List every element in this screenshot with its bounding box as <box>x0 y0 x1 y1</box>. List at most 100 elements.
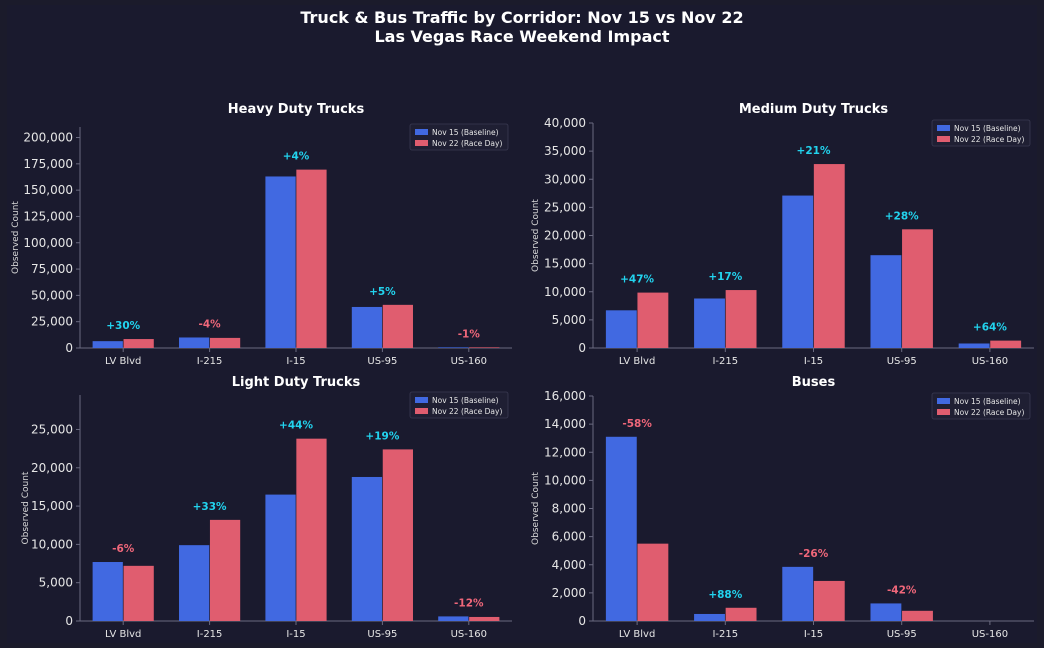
bar-race-day-i-15 <box>813 580 845 621</box>
y-tick-label: 100,000 <box>23 236 73 250</box>
bar-race-day-i-15 <box>296 169 327 348</box>
x-tick-label-us-160: US-160 <box>451 629 487 640</box>
y-tick-label: 5,000 <box>39 576 73 590</box>
figure-title-line-2: Las Vegas Race Weekend Impact <box>374 27 670 46</box>
bar-baseline-us-95 <box>870 255 902 348</box>
x-tick-label-lv-blvd: LV Blvd <box>619 629 655 640</box>
x-tick-label-us-95: US-95 <box>367 629 397 640</box>
x-tick-label-us-95: US-95 <box>887 629 917 640</box>
bar-race-day-lv-blvd <box>637 543 669 621</box>
chart-medium-duty-trucks: Medium Duty Trucks Observed Count 0 5,000 10… <box>531 102 1034 367</box>
legend-swatch-race-day <box>415 408 428 414</box>
change-label-i-15: +21% <box>797 145 831 157</box>
y-tick-label: 200,000 <box>23 131 73 145</box>
bar-race-day-i-15 <box>296 438 327 621</box>
y-tick-label: 15,000 <box>31 499 73 513</box>
legend-box <box>931 119 1031 147</box>
x-tick-label-lv-blvd: LV Blvd <box>105 356 141 367</box>
bar-baseline-i-15 <box>265 494 296 621</box>
legend-swatch-baseline <box>937 398 950 404</box>
change-label-i-215: -4% <box>199 318 222 330</box>
legend-label-baseline: Nov 15 (Baseline) <box>432 396 499 405</box>
bar-race-day-lv-blvd <box>123 339 154 348</box>
bar-race-day-i-215 <box>209 337 241 348</box>
y-tick-label: 125,000 <box>23 209 73 223</box>
y-tick-label: 50,000 <box>31 288 73 302</box>
y-tick-label: 10,000 <box>544 285 586 299</box>
change-label-lv-blvd: +30% <box>106 320 140 332</box>
y-tick-label: 25,000 <box>544 200 586 214</box>
y-tick-label: 0 <box>578 341 586 355</box>
bar-baseline-us-160 <box>438 616 469 621</box>
bar-race-day-us-95 <box>902 229 933 348</box>
change-label-lv-blvd: +47% <box>620 274 654 286</box>
figure-title-line-1: Truck & Bus Traffic by Corridor: Nov 15 … <box>300 8 744 27</box>
bar-race-day-i-215 <box>725 290 757 348</box>
x-tick-label-i-215: I-215 <box>712 629 738 640</box>
x-tick-label-i-15: I-15 <box>286 356 305 367</box>
bar-baseline-lv-blvd <box>605 310 637 348</box>
chart-title: Heavy Duty Trucks <box>228 102 365 117</box>
chart-title: Light Duty Trucks <box>232 375 361 390</box>
y-tick-label: 6,000 <box>552 530 586 544</box>
change-label-us-95: +28% <box>885 210 919 222</box>
change-label-i-215: +88% <box>708 589 742 601</box>
legend-box <box>409 391 509 419</box>
bar-baseline-us-95 <box>351 306 383 348</box>
x-tick-label-i-215: I-215 <box>712 356 738 367</box>
bar-baseline-us-95 <box>351 476 383 621</box>
x-tick-label-lv-blvd: LV Blvd <box>105 629 141 640</box>
change-label-i-215: +17% <box>708 271 742 283</box>
bar-baseline-i-15 <box>782 566 814 621</box>
y-tick-label: 75,000 <box>31 262 73 276</box>
legend-label-baseline: Nov 15 (Baseline) <box>954 397 1021 406</box>
bar-baseline-us-160 <box>958 343 990 348</box>
y-tick-label: 2,000 <box>552 586 586 600</box>
x-tick-label-us-95: US-95 <box>367 356 397 367</box>
x-tick-label-us-160: US-160 <box>972 629 1008 640</box>
legend-label-baseline: Nov 15 (Baseline) <box>432 128 499 137</box>
y-tick-label: 0 <box>65 614 73 628</box>
x-tick-label-lv-blvd: LV Blvd <box>619 356 655 367</box>
chart-light-duty-trucks: Light Duty Trucks Observed Count 0 5,000 10,… <box>21 375 512 640</box>
bar-baseline-us-95 <box>870 603 902 621</box>
bar-race-day-us-95 <box>382 449 413 621</box>
legend-swatch-baseline <box>415 129 428 135</box>
chart-buses: Buses Observed Count 0 2,000 4,000 6,000 8,000… <box>531 375 1034 640</box>
y-axis-label: Observed Count <box>531 472 541 545</box>
y-tick-label: 0 <box>65 341 73 355</box>
legend-label-race-day: Nov 22 (Race Day) <box>954 135 1024 144</box>
y-axis-label: Observed Count <box>11 201 21 274</box>
x-tick-label-us-160: US-160 <box>451 356 487 367</box>
bar-race-day-i-15 <box>813 164 845 348</box>
bar-baseline-i-15 <box>265 176 296 348</box>
x-tick-label-i-15: I-15 <box>804 629 823 640</box>
bar-baseline-i-215 <box>694 298 725 348</box>
chart-title: Buses <box>792 375 836 390</box>
y-tick-label: 8,000 <box>552 502 586 516</box>
bar-baseline-i-215 <box>179 545 210 621</box>
bar-baseline-lv-blvd <box>605 436 637 621</box>
bar-race-day-us-95 <box>902 610 933 621</box>
bar-race-day-us-160 <box>469 616 500 621</box>
change-label-i-15: +4% <box>283 151 310 163</box>
bar-baseline-lv-blvd <box>92 341 123 348</box>
legend-label-race-day: Nov 22 (Race Day) <box>432 407 502 416</box>
x-tick-label-us-160: US-160 <box>972 356 1008 367</box>
y-tick-label: 10,000 <box>544 473 586 487</box>
legend-label-race-day: Nov 22 (Race Day) <box>432 139 502 148</box>
y-tick-label: 15,000 <box>544 257 586 271</box>
y-tick-label: 20,000 <box>31 461 73 475</box>
legend-box <box>409 123 509 151</box>
change-label-us-95: +5% <box>369 286 396 298</box>
legend-swatch-baseline <box>415 397 428 403</box>
bar-baseline-i-215 <box>179 337 210 348</box>
y-tick-label: 35,000 <box>544 144 586 158</box>
y-tick-label: 40,000 <box>544 116 586 130</box>
chart-title: Medium Duty Trucks <box>739 102 889 117</box>
x-tick-label-i-15: I-15 <box>804 356 823 367</box>
y-tick-label: 4,000 <box>552 558 586 572</box>
bar-race-day-us-95 <box>382 304 413 348</box>
legend-swatch-baseline <box>937 125 950 131</box>
change-label-us-160: +64% <box>973 322 1007 334</box>
